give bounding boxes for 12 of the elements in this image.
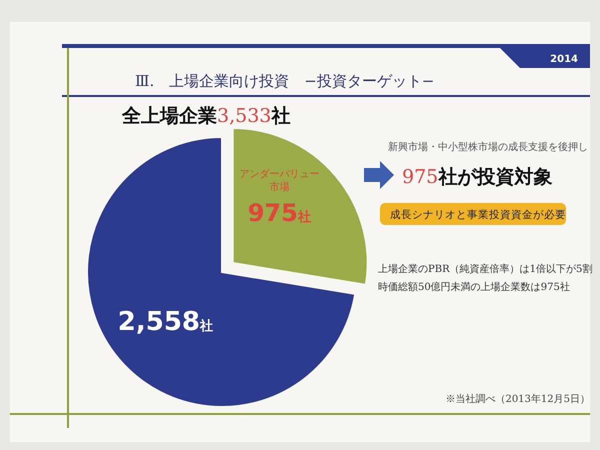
slice-label: アンダーバリュー市場 [239, 168, 320, 193]
text: 2014 [550, 54, 578, 65]
text: 上場企業のPBR（純資産倍率）は1倍以下が5割 [378, 263, 592, 275]
data-label: 2,558社 [118, 307, 214, 338]
chart-subtitle: 全上場企業3,533社 [121, 105, 290, 127]
text: 時価総額50億円未満の上場企業数は975社 [378, 281, 570, 293]
text: 成長シナリオと事業投資資金が必要 [390, 208, 566, 221]
data-label: 975社 [248, 198, 311, 227]
text: 新興市場・中小型株市場の成長支援を後押し [388, 141, 588, 153]
text: 975社が投資対象 [402, 166, 552, 188]
chart-title: Ⅲ. 上場企業向け投資 −投資ターゲット− [135, 72, 434, 90]
text: ※当社調べ（2013年12月5日） [445, 393, 590, 405]
